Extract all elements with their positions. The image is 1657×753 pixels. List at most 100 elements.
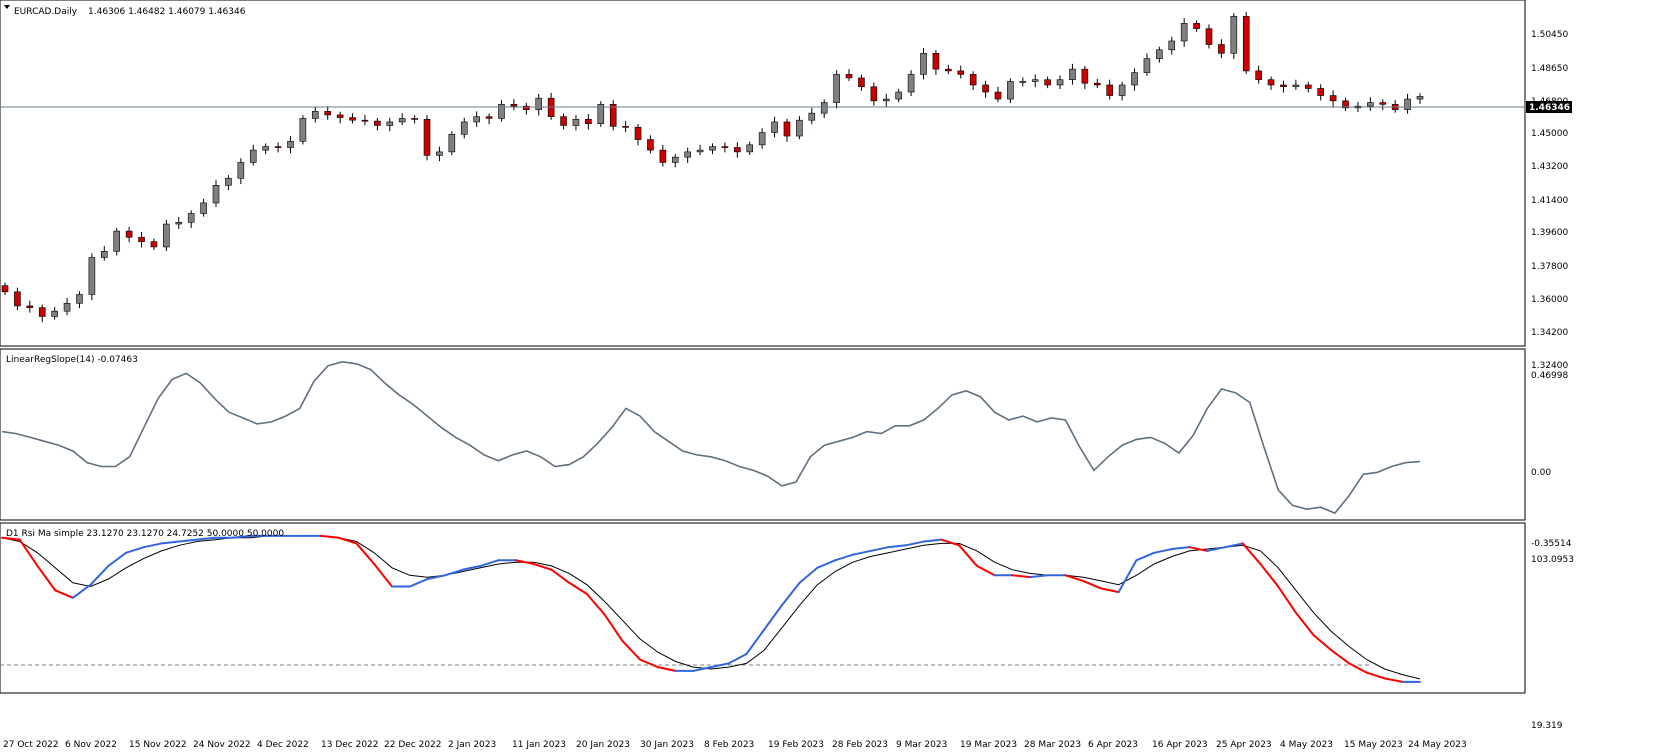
rsi-segment: [621, 639, 642, 661]
candle-body: [647, 139, 654, 151]
candle-body: [485, 116, 493, 119]
rsi-segment: [958, 544, 978, 567]
date-tick: 28 Mar 2023: [1024, 740, 1081, 750]
slope-tick: 0.46998: [1531, 371, 1568, 381]
candle-body: [994, 91, 1002, 100]
rsi-segment: [231, 534, 252, 539]
candle-body: [609, 104, 617, 127]
candle-body: [113, 230, 121, 252]
candle-body: [312, 111, 319, 119]
date-tick: 24 May 2023: [1408, 740, 1467, 750]
rsi-segment: [780, 581, 801, 607]
candle-body: [721, 146, 729, 148]
rsi-segment: [940, 538, 961, 547]
candle-body: [1280, 84, 1287, 88]
rsi-segment: [479, 559, 500, 567]
price-tick: 1.48650: [1531, 64, 1568, 74]
candle-body: [957, 70, 965, 75]
candle-body: [1106, 84, 1113, 96]
rsi-segment: [656, 666, 677, 672]
rsi-segment: [1330, 649, 1351, 665]
rsi-panel[interactable]: [0, 522, 1526, 694]
candle-body: [460, 121, 468, 135]
candle-body: [585, 119, 592, 125]
candle-body: [1342, 100, 1349, 109]
rsi-segment: [54, 589, 74, 599]
candle-body: [1180, 23, 1188, 42]
candle-body: [1292, 84, 1300, 88]
candle-body: [1304, 84, 1312, 89]
price-tick: 1.41400: [1531, 196, 1568, 206]
candle-body: [1242, 16, 1250, 72]
rsi-segment: [125, 546, 145, 554]
rsi-segment: [178, 538, 198, 543]
candle-body: [1143, 58, 1151, 73]
rsi-segment: [727, 652, 748, 665]
candle-body: [659, 149, 667, 163]
rsi-segment: [1383, 677, 1404, 683]
date-tick: 13 Dec 2022: [321, 740, 379, 750]
candle-body: [398, 118, 406, 123]
candle-body: [26, 305, 34, 308]
candle-body: [709, 146, 716, 151]
rsi-segment: [763, 604, 783, 631]
main-panel[interactable]: [0, 0, 1526, 347]
candle-body: [14, 291, 21, 307]
candle-body: [274, 146, 282, 148]
candle-body: [783, 121, 791, 137]
candle-body: [1007, 81, 1014, 100]
date-tick: 8 Feb 2023: [704, 740, 754, 750]
candle-body: [634, 126, 642, 140]
candle-body: [51, 310, 58, 317]
candle-body: [63, 302, 71, 312]
date-tick: 22 Dec 2022: [384, 740, 442, 750]
date-tick: 4 May 2023: [1280, 740, 1333, 750]
collapse-triangle-icon[interactable]: [4, 5, 10, 9]
rsi-segment: [1348, 662, 1368, 674]
date-tick: 6 Apr 2023: [1088, 740, 1138, 750]
rsi-segment: [160, 540, 181, 545]
candle-body: [535, 97, 543, 110]
candle-body: [734, 147, 741, 153]
rsi-segment: [1082, 579, 1102, 590]
candle-body: [1019, 81, 1027, 83]
candle-body: [423, 119, 431, 156]
candle-body: [560, 116, 567, 126]
candle-body: [150, 241, 158, 248]
rsi-segment: [1277, 585, 1297, 614]
rsi-segment: [71, 583, 92, 599]
rsi-segment: [922, 538, 943, 543]
candle-body: [336, 114, 344, 118]
candle-body: [510, 104, 518, 107]
rsi-segment: [1188, 546, 1209, 552]
candle-body: [448, 133, 456, 153]
price-tick: 1.32400: [1531, 361, 1568, 371]
rsi-segment: [337, 536, 358, 545]
candle-body: [858, 77, 865, 88]
candle-body: [1118, 84, 1126, 96]
rsi-segment: [195, 536, 216, 541]
rsi-segment: [373, 563, 393, 588]
candle-body: [175, 221, 183, 225]
rsi-segment: [36, 564, 57, 592]
slope-axis: 0.46998 0.00 -0.35514: [1531, 371, 1572, 549]
price-tick: 1.43200: [1531, 162, 1568, 172]
candle-body: [1044, 79, 1051, 86]
candle-body: [76, 294, 83, 304]
rsi-segment: [142, 542, 163, 549]
candle-body: [225, 177, 232, 186]
candle-body: [771, 121, 778, 133]
candle-body: [870, 86, 878, 102]
rsi-segment: [585, 593, 606, 616]
slope-panel[interactable]: [0, 348, 1526, 521]
price-tick: 1.50450: [1531, 30, 1568, 40]
rsi-segment: [1153, 548, 1173, 554]
rsi-segment: [1224, 542, 1244, 549]
rsi-segment: [1011, 574, 1032, 579]
rsi-axis: 103.0953 19.319: [1531, 555, 1574, 731]
candle-body: [622, 126, 629, 128]
candle-body: [1379, 102, 1387, 105]
candle-body: [945, 68, 952, 72]
rsi-tick: 103.0953: [1531, 555, 1574, 565]
candle-body: [1156, 49, 1163, 59]
